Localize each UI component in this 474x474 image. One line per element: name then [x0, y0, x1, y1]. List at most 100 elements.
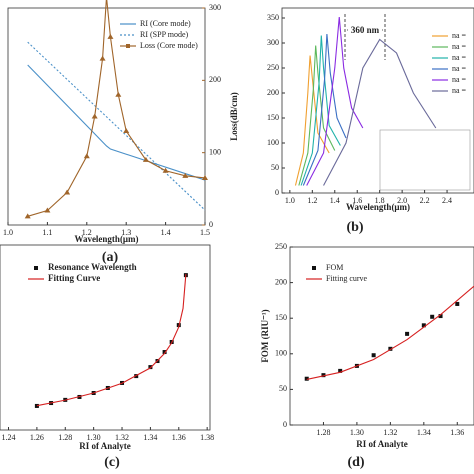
- marker: [321, 373, 326, 378]
- x-tick-label: 2.2: [420, 196, 430, 205]
- marker: [438, 314, 443, 319]
- legend-label: Fitting Curve: [48, 273, 100, 283]
- x-tick-label: 1.38: [200, 433, 214, 442]
- marker: [304, 376, 309, 381]
- legend-label: na =: [452, 53, 467, 62]
- x-tick-label: 1.32: [383, 428, 397, 437]
- y-tick-label: 0: [283, 420, 287, 429]
- plot-frame: [7, 7, 206, 226]
- caption: (d): [347, 455, 364, 470]
- y2-tick-label: 0: [209, 220, 213, 229]
- legend-label: na =: [452, 64, 467, 73]
- caption: (b): [346, 220, 363, 235]
- x-tick-label: 1.5: [200, 228, 210, 237]
- marker: [388, 346, 393, 351]
- x-tick-label: 1.8: [375, 196, 385, 205]
- caption: (c): [104, 455, 120, 470]
- x-tick-label: 1.34: [143, 433, 157, 442]
- marker: [115, 91, 122, 97]
- x-tick-label: 1.26: [30, 433, 44, 442]
- x-tick-label: 1.2: [82, 228, 92, 237]
- y2-tick-label: 100: [209, 147, 221, 156]
- legend-label: Fitting curve: [326, 274, 368, 283]
- x-tick-label: 2.0: [397, 196, 407, 205]
- legend-marker: [312, 266, 316, 270]
- y-tick-label: 100: [267, 138, 279, 147]
- y-tick-label: 250: [267, 63, 279, 72]
- marker: [34, 403, 39, 408]
- legend-label: Resonance Wavelength: [48, 262, 137, 272]
- legend-label: RI (SPP mode): [140, 30, 188, 39]
- series-line: [302, 33, 347, 186]
- legend-label: na =: [452, 75, 467, 84]
- marker: [83, 153, 90, 159]
- legend-label: na =: [452, 42, 467, 51]
- series-line: [294, 55, 330, 186]
- x-tick-label: 1.32: [115, 433, 129, 442]
- legend-label: na =: [452, 31, 467, 40]
- x-axis-label: RI of Analyte: [79, 441, 131, 451]
- x-axis-label: RI of Analyte: [356, 439, 408, 449]
- x-tick-label: 1.28: [58, 433, 72, 442]
- marker: [64, 189, 71, 195]
- marker: [421, 323, 426, 328]
- x-tick-label: 2.4: [442, 196, 452, 205]
- y-axis-label: FOM (RIU⁻¹): [260, 309, 270, 362]
- inset-box: [379, 129, 471, 191]
- marker: [405, 331, 410, 336]
- marker: [162, 167, 169, 173]
- caption: (a): [102, 250, 119, 265]
- x-tick-label: 1.1: [42, 228, 52, 237]
- x-tick-label: 1.3: [121, 228, 131, 237]
- y-tick-label: 0: [275, 188, 279, 197]
- y-tick-label: 50: [279, 384, 287, 393]
- series-line: [27, 64, 206, 181]
- marker: [107, 33, 114, 39]
- x-tick-label: 1.36: [172, 433, 186, 442]
- x-tick-label: 1.2: [307, 196, 317, 205]
- series-line: [298, 45, 336, 186]
- legend-marker: [126, 44, 130, 48]
- legend-label: Loss (Core mode): [140, 41, 198, 50]
- x-tick-label: 1.24: [2, 433, 16, 442]
- y-tick-label: 300: [267, 38, 279, 47]
- series-line: [323, 38, 437, 186]
- marker: [371, 353, 376, 358]
- legend-marker: [34, 266, 38, 270]
- x-tick-label: 1.4: [161, 228, 171, 237]
- marker: [202, 174, 208, 180]
- legend-label: FOM: [326, 263, 343, 272]
- x-tick-label: 1.4: [330, 196, 340, 205]
- marker: [123, 127, 130, 133]
- marker: [44, 207, 51, 213]
- marker: [24, 213, 31, 219]
- series-line: [27, 0, 206, 217]
- x-tick-label: 1.6: [352, 196, 362, 205]
- series-line: [306, 16, 364, 186]
- y-tick-label: 150: [267, 113, 279, 122]
- marker: [142, 156, 149, 162]
- y2-axis-label: Loss(dB/cm): [229, 92, 239, 141]
- marker: [91, 113, 98, 119]
- marker: [182, 172, 189, 178]
- x-tick-label: 1.0: [285, 196, 295, 205]
- plot-frame: [289, 246, 474, 426]
- y-tick-label: 50: [271, 163, 279, 172]
- y-tick-label: 350: [267, 13, 279, 22]
- x-tick-label: 1.30: [87, 433, 101, 442]
- marker: [99, 55, 106, 61]
- y-tick-label: 100: [275, 349, 287, 358]
- marker: [430, 314, 435, 319]
- x-axis-label: Wavelength(μm): [74, 234, 138, 244]
- annotation: 360 nm: [351, 25, 380, 35]
- series-line: [306, 285, 474, 380]
- annotation-bg: [348, 24, 382, 36]
- y-tick-label: 150: [275, 313, 287, 322]
- x-tick-label: 1.28: [316, 428, 330, 437]
- y-tick-label: 200: [275, 277, 287, 286]
- marker: [162, 350, 167, 355]
- y-tick-label: 200: [267, 88, 279, 97]
- x-tick-label: 1.30: [350, 428, 364, 437]
- marker: [455, 301, 460, 306]
